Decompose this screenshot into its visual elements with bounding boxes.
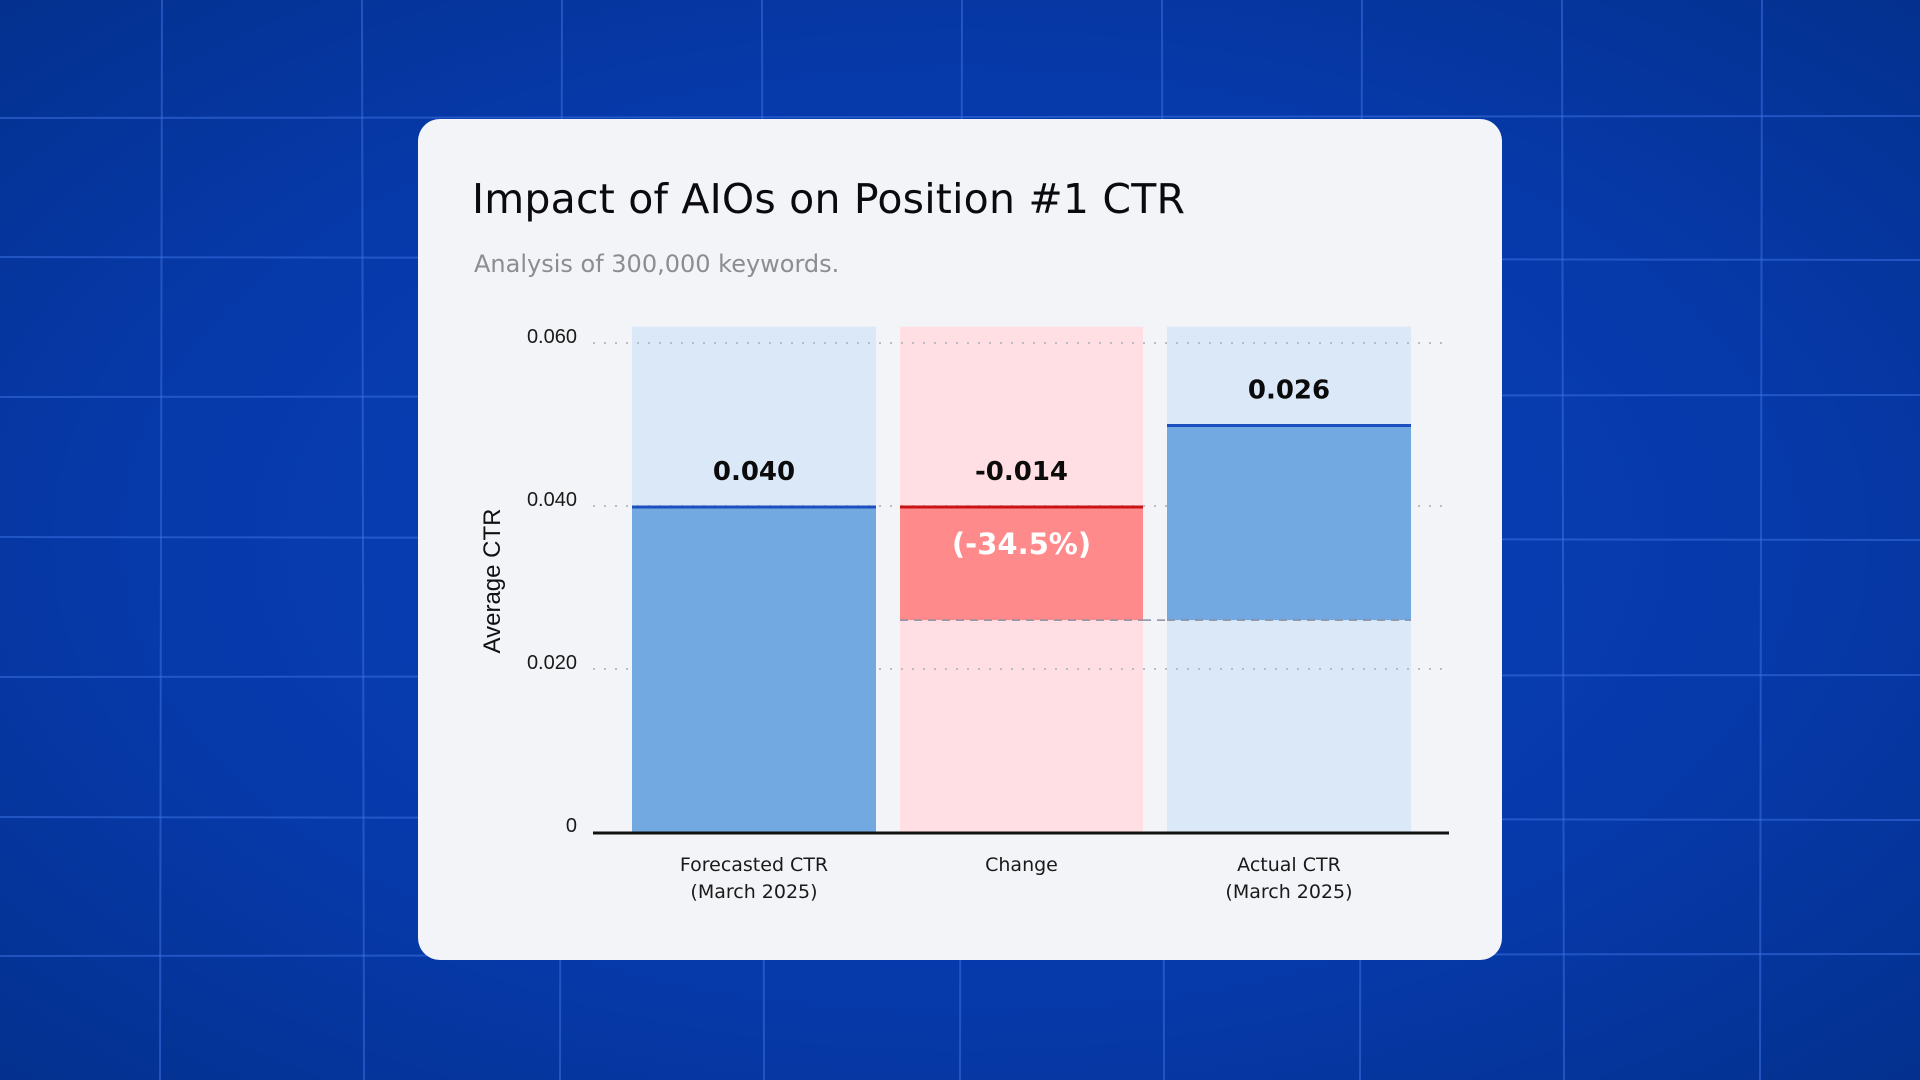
y-tick-label: 0.040	[527, 489, 577, 511]
y-tick-label: 0.020	[527, 652, 577, 674]
category-labels: Forecasted CTR (March 2025) Change Actual C…	[680, 854, 1353, 903]
y-ticks: 0 0.020 0.040 0.060	[527, 326, 577, 837]
y-axis-title: Average CTR	[479, 509, 506, 654]
value-label-change: -0.014	[975, 457, 1068, 487]
bg-grid-line	[159, 0, 163, 1080]
category-label: Actual CTR	[1237, 854, 1341, 876]
bg-grid-line	[0, 115, 1920, 119]
bg-grid-line	[361, 0, 365, 1080]
bar-forecasted	[632, 506, 876, 832]
value-label-forecasted: 0.040	[713, 457, 795, 487]
category-label: (March 2025)	[690, 881, 817, 903]
bar-change	[900, 506, 1143, 621]
bars: 0.040 -0.014 (-34.5%) 0.026	[632, 376, 1411, 832]
bar-actual	[1167, 424, 1411, 621]
y-tick-label: 0	[566, 815, 577, 837]
chart-title: Impact of AIOs on Position #1 CTR	[472, 175, 1186, 223]
value-label-actual: 0.026	[1248, 376, 1330, 406]
category-label: (March 2025)	[1225, 881, 1352, 903]
chart-subtitle: Analysis of 300,000 keywords.	[474, 250, 840, 278]
percent-change-label: (-34.5%)	[952, 527, 1091, 561]
category-label: Forecasted CTR	[680, 854, 828, 876]
category-label: Change	[985, 854, 1058, 876]
y-tick-label: 0.060	[527, 326, 577, 348]
